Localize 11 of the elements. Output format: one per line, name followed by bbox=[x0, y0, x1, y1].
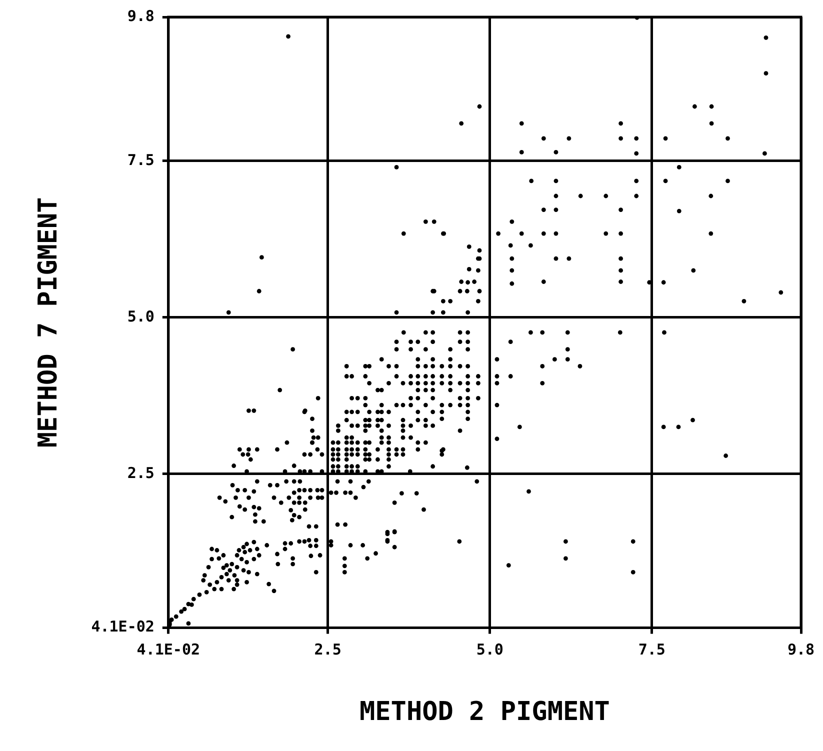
x-tick-label: 5.0 bbox=[476, 640, 504, 659]
x-tick-label: 9.8 bbox=[787, 640, 815, 659]
y-axis-title: METHOD 7 PIGMENT bbox=[33, 197, 64, 448]
y-tick-label: 4.1E-02 bbox=[91, 618, 154, 636]
x-tick-label: 7.5 bbox=[638, 640, 666, 659]
y-tick-label: 5.0 bbox=[127, 307, 154, 326]
x-tick-label: 2.5 bbox=[314, 640, 342, 659]
y-tick-label: 7.5 bbox=[127, 150, 154, 169]
y-tick-label: 2.5 bbox=[127, 464, 154, 482]
y-tick-label: 9.8 bbox=[127, 6, 154, 25]
x-axis-title: METHOD 2 PIGMENT bbox=[359, 697, 610, 728]
